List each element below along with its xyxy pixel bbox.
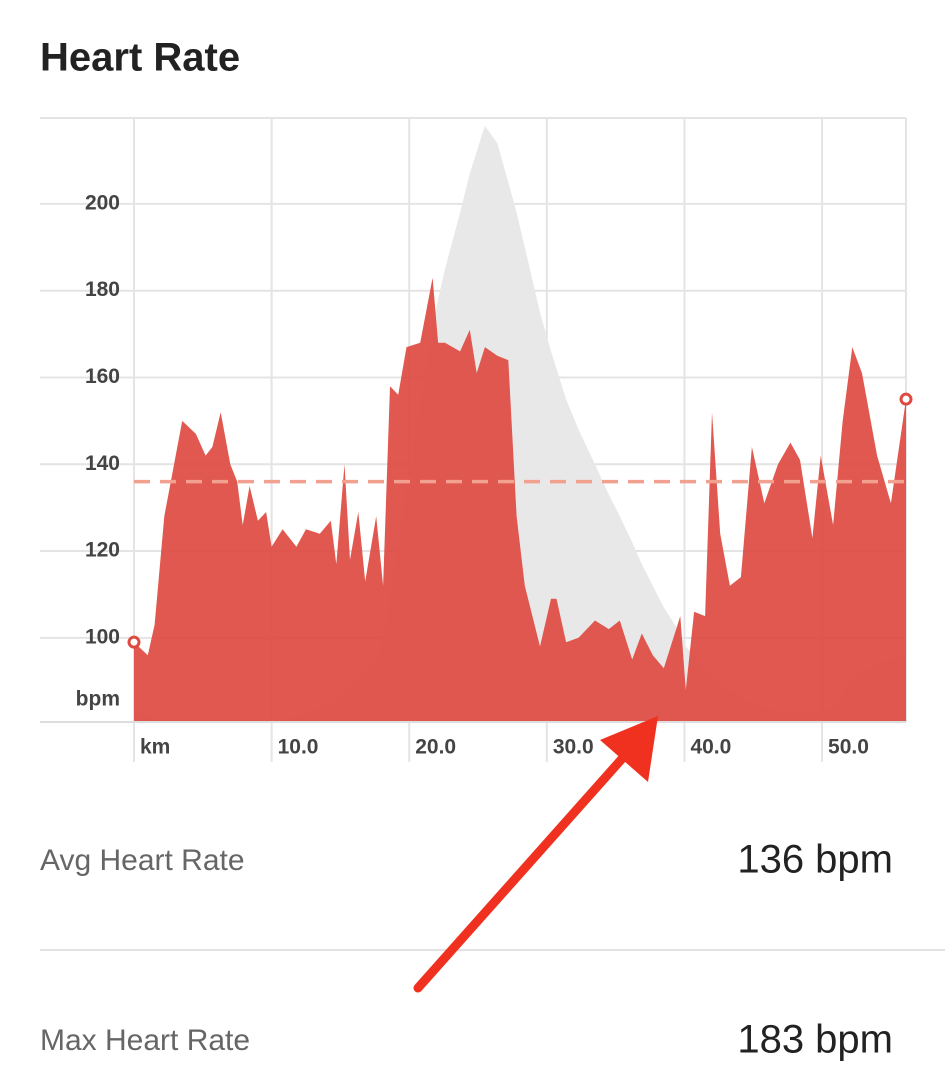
x-tick-label: 50.0 (828, 736, 869, 759)
x-tick-label: 10.0 (278, 736, 319, 759)
x-tick-label: 30.0 (553, 736, 594, 759)
y-tick-label: 180 (85, 278, 120, 301)
arrow-shaft (413, 747, 633, 993)
y-axis-label: bpm (76, 688, 120, 711)
y-tick-label: 120 (85, 539, 120, 562)
annotation-arrow (413, 716, 658, 993)
arrow-head (600, 716, 658, 782)
chart: 100 120 140 160 180 200 km 10.0 20.0 30.0 40.0 50.0… (40, 117, 913, 762)
y-tick-label: 160 (85, 365, 120, 388)
x-tick-label: 20.0 (415, 736, 456, 759)
title: Heart Rate (40, 36, 240, 80)
stat-value: 183 bpm (737, 1018, 893, 1062)
x-tick-label: 40.0 (690, 736, 731, 759)
x-tick-label: km (140, 736, 170, 759)
area (134, 125, 906, 723)
endpoint-marker (127, 635, 141, 649)
stat-value: 136 bpm (737, 838, 893, 882)
y-tick-label: 140 (85, 452, 120, 475)
endpoint-marker (899, 392, 913, 406)
stat-label: Max Heart Rate (40, 1024, 250, 1057)
area (134, 277, 906, 722)
y-tick-label: 100 (85, 625, 120, 648)
y-tick-label: 200 (85, 191, 120, 214)
stat-label: Avg Heart Rate (40, 844, 245, 877)
